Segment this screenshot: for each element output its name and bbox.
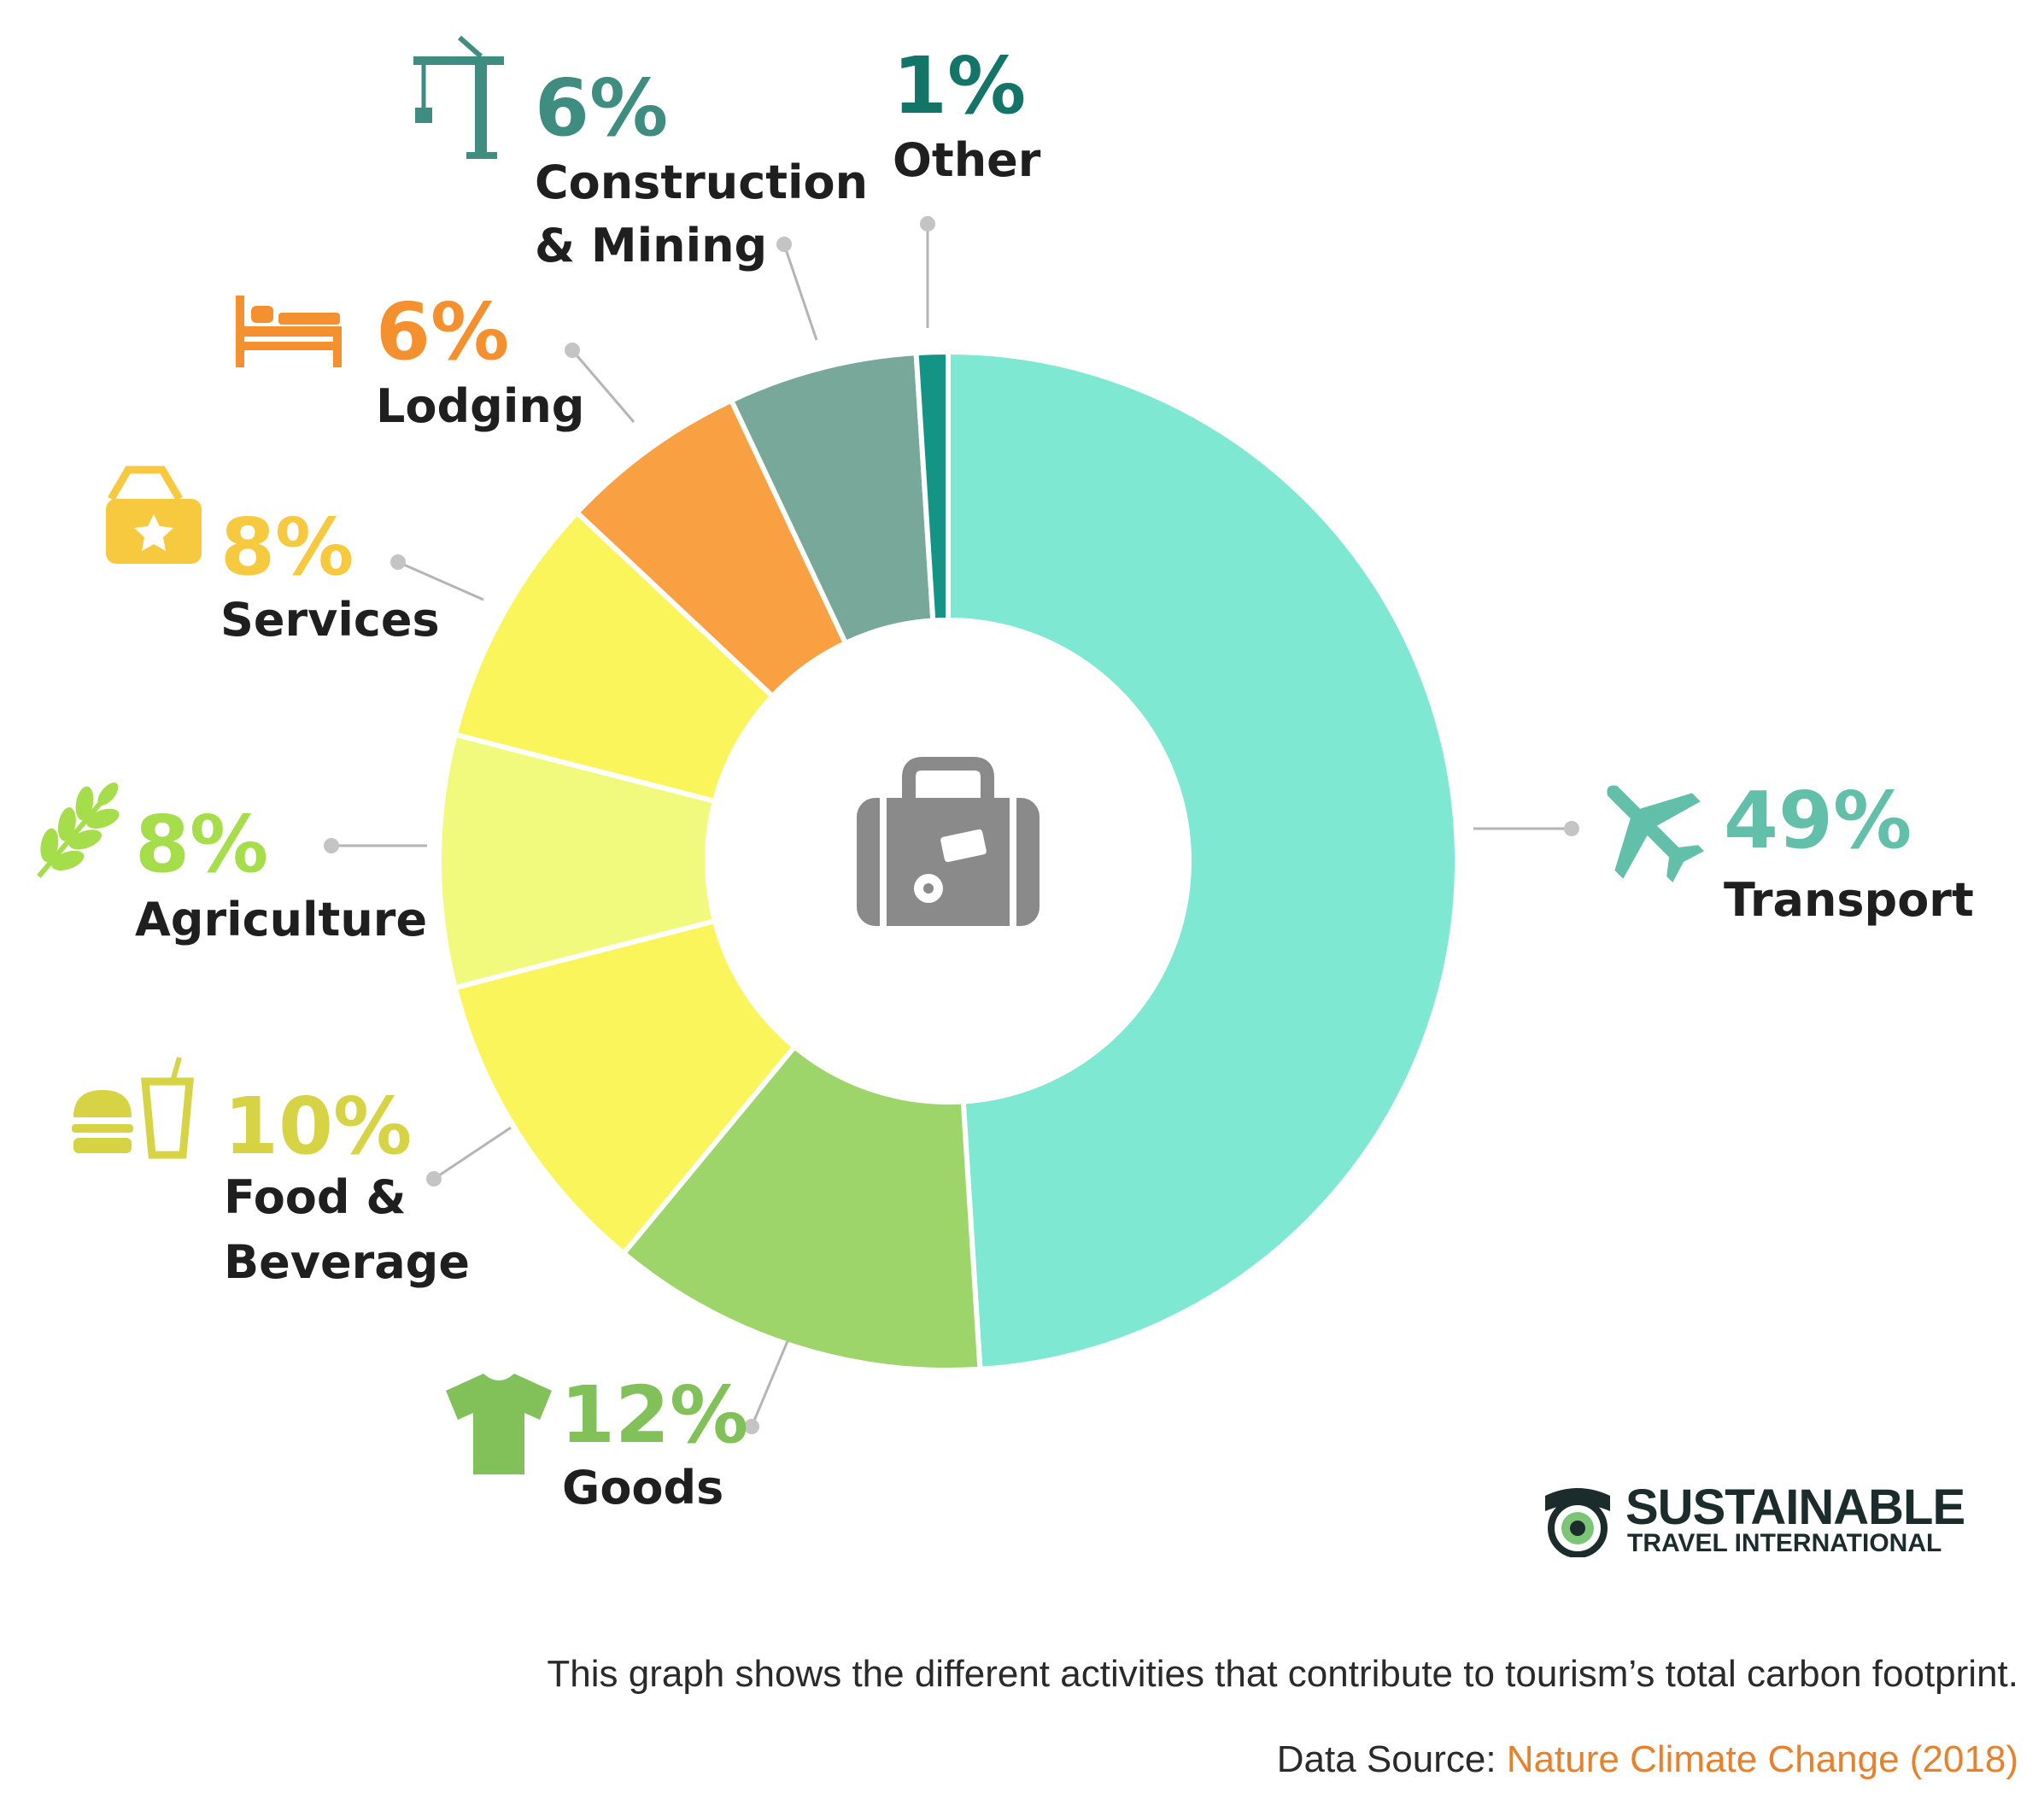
burger-drink-icon bbox=[72, 1057, 194, 1159]
slice-transport bbox=[946, 349, 1460, 1373]
ticket-icon bbox=[106, 466, 202, 564]
category-label-construction-and-mining: & Mining bbox=[535, 219, 767, 273]
crane-icon bbox=[413, 35, 504, 159]
airplane-icon bbox=[1607, 785, 1705, 883]
brand-logo: SUSTAINABLE TRAVEL INTERNATIONAL bbox=[1542, 1482, 1986, 1563]
leader-line bbox=[750, 1340, 789, 1427]
bed-icon bbox=[236, 296, 342, 367]
chart-caption: This graph shows the different activitie… bbox=[547, 1653, 2018, 1695]
tshirt-icon bbox=[446, 1374, 552, 1474]
category-label-transport: Transport bbox=[1724, 873, 1974, 927]
leader-dot bbox=[1564, 821, 1579, 836]
data-source-prefix: Data Source: bbox=[1276, 1738, 1507, 1780]
data-source-link[interactable]: Nature Climate Change (2018) bbox=[1506, 1738, 2018, 1780]
category-label-agriculture: Agriculture bbox=[135, 893, 427, 946]
category-label-goods: Goods bbox=[562, 1461, 723, 1515]
logo-title: SUSTAINABLE bbox=[1625, 1480, 1965, 1535]
leader-line bbox=[397, 560, 484, 601]
leader-line bbox=[782, 243, 818, 341]
slice-other bbox=[913, 349, 951, 624]
leader-dot bbox=[324, 838, 339, 853]
leader-dot bbox=[565, 343, 580, 358]
category-label-services: Services bbox=[220, 593, 440, 647]
wheat-icon bbox=[37, 782, 120, 878]
logo-mark-icon bbox=[1545, 1488, 1610, 1557]
category-label-food-and-beverage: Food & bbox=[224, 1170, 406, 1224]
data-source: Data Source: Nature Climate Change (2018… bbox=[1277, 1738, 2018, 1781]
logo-subtitle: TRAVEL INTERNATIONAL bbox=[1627, 1529, 1942, 1557]
suitcase-icon bbox=[857, 757, 1040, 926]
category-label-construction-and-mining: Construction bbox=[535, 155, 868, 209]
slice-food-and-beverage bbox=[452, 917, 799, 1257]
leader-dot bbox=[426, 1171, 442, 1187]
leader-dot bbox=[390, 554, 406, 570]
value-label-other: 1% bbox=[893, 40, 1026, 132]
category-label-food-and-beverage: Beverage bbox=[224, 1235, 470, 1289]
leader-line bbox=[571, 349, 635, 423]
leader-dot bbox=[776, 237, 792, 252]
leader-dot bbox=[744, 1419, 759, 1434]
category-label-other: Other bbox=[893, 133, 1041, 187]
value-label-goods: 12% bbox=[560, 1369, 748, 1461]
value-label-transport: 49% bbox=[1724, 775, 1912, 866]
value-label-agriculture: 8% bbox=[135, 799, 268, 890]
value-label-lodging: 6% bbox=[376, 286, 509, 378]
value-label-services: 8% bbox=[220, 501, 354, 593]
value-label-construction-and-mining: 6% bbox=[535, 62, 668, 154]
leader-line bbox=[433, 1126, 512, 1181]
category-label-lodging: Lodging bbox=[376, 379, 584, 433]
leader-dot bbox=[920, 216, 935, 231]
value-label-food-and-beverage: 10% bbox=[224, 1081, 412, 1172]
slice-goods bbox=[619, 1043, 983, 1373]
